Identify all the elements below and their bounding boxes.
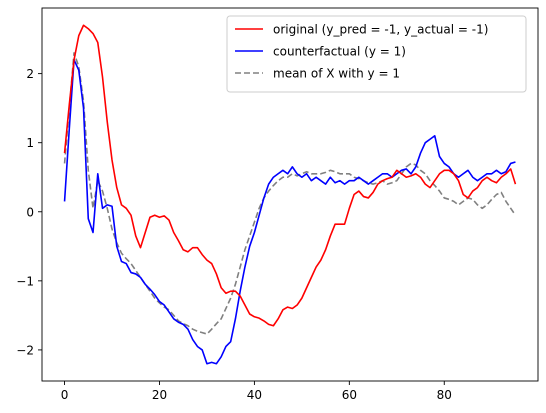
legend: original (y_pred = -1, y_actual = -1) co… [226,15,527,93]
plot-area-frame [41,7,539,382]
y-axis: −2 −1 0 1 2 [16,67,42,357]
legend-label-original: original (y_pred = -1, y_actual = -1) [273,23,488,37]
legend-box [226,15,527,93]
series-line-original [63,24,517,327]
series-line-counterfactual [63,59,516,365]
series-layer [63,24,517,365]
y-tick-label: 2 [26,67,34,81]
y-tick-label: −1 [16,274,34,288]
legend-label-counterfactual: counterfactual (y = 1) [273,45,406,59]
x-axis: 0 20 40 60 80 [61,381,452,402]
y-tick-label: 1 [26,136,34,150]
x-tick-label: 80 [437,388,452,402]
x-tick-label: 0 [61,388,69,402]
x-tick-label: 40 [247,388,262,402]
legend-label-mean: mean of X with y = 1 [273,67,400,81]
x-tick-label: 20 [152,388,167,402]
x-tick-label: 60 [342,388,357,402]
y-tick-label: 0 [26,205,34,219]
y-tick-label: −2 [16,343,34,357]
